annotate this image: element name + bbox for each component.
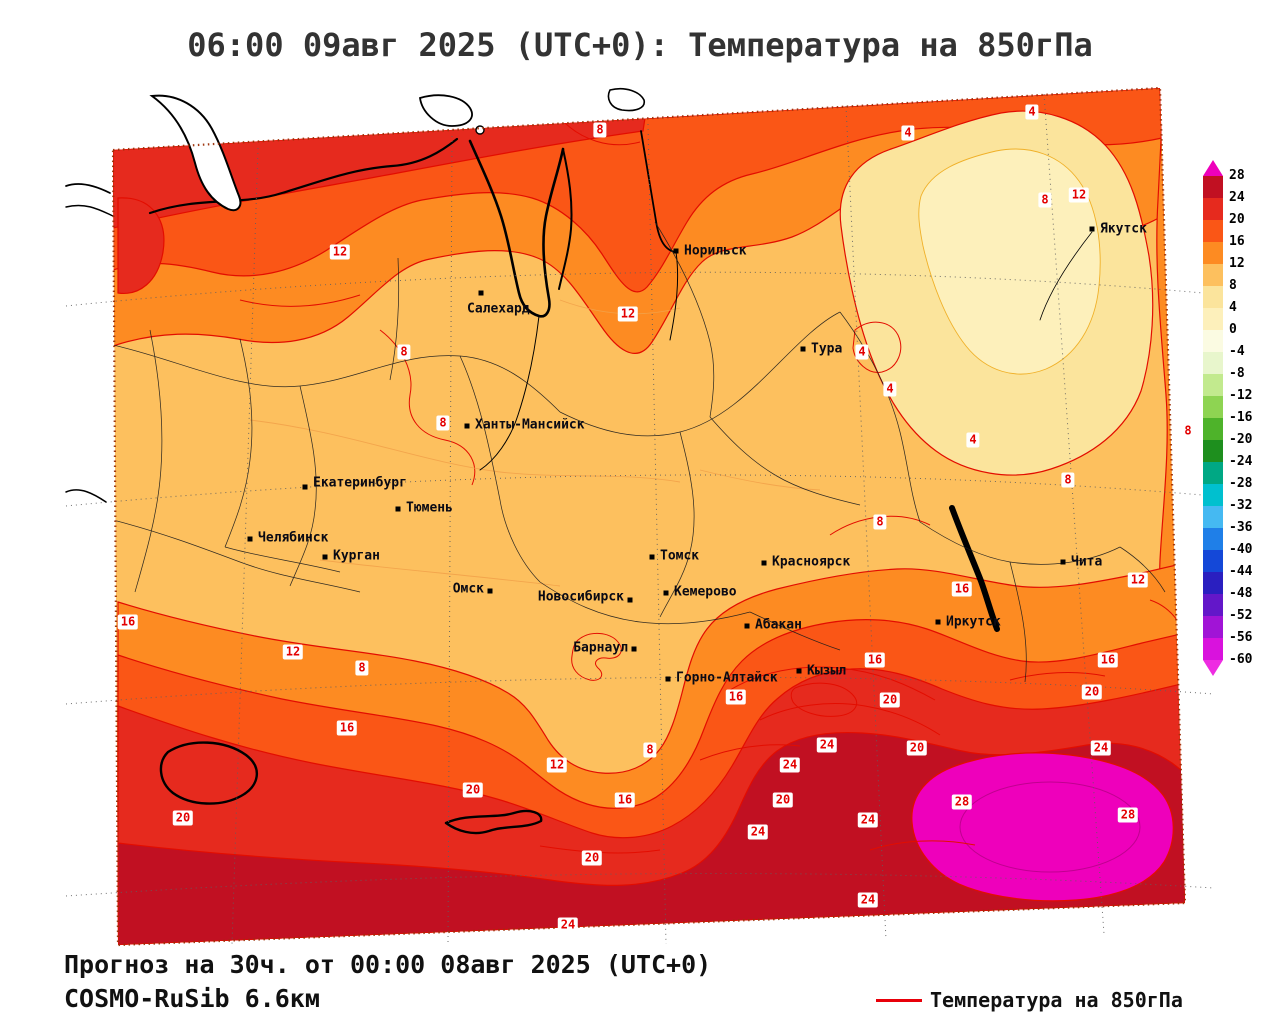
legend: Температура на 850гПа xyxy=(876,988,1183,1012)
colorbar-label: -4 xyxy=(1229,344,1245,359)
colorbar-label: -52 xyxy=(1229,608,1253,623)
colorbar-label: 8 xyxy=(1229,278,1237,293)
colorbar-triangle-bottom xyxy=(1203,660,1223,676)
forecast-info: Прогноз на 30ч. от 00:00 08авг 2025 (UTC… xyxy=(64,950,712,979)
colorbar-label: -48 xyxy=(1229,586,1253,601)
colorbar-segment xyxy=(1203,242,1223,264)
colorbar-label: 0 xyxy=(1229,322,1237,337)
colorbar-label: -44 xyxy=(1229,564,1253,579)
colorbar-segment xyxy=(1203,528,1223,550)
colorbar-segment xyxy=(1203,506,1223,528)
colorbar-segment xyxy=(1203,638,1223,660)
legend-line-sample xyxy=(876,998,922,1002)
colorbar-segment xyxy=(1203,220,1223,242)
colorbar-segment xyxy=(1203,572,1223,594)
colorbar-label: -28 xyxy=(1229,476,1253,491)
colorbar-label: -60 xyxy=(1229,652,1253,667)
colorbar-label: 28 xyxy=(1229,168,1245,183)
model-info: COSMO-RuSib 6.6км xyxy=(64,984,320,1013)
colorbar-segment xyxy=(1203,462,1223,484)
legend-label: Температура на 850гПа xyxy=(930,988,1183,1012)
colorbar-label: 4 xyxy=(1229,300,1237,315)
colorbar-label: -8 xyxy=(1229,366,1245,381)
colorbar-segment xyxy=(1203,176,1223,198)
colorbar-label: 16 xyxy=(1229,234,1245,249)
colorbar-segment xyxy=(1203,374,1223,396)
colorbar-label: -40 xyxy=(1229,542,1253,557)
colorbar-label: -56 xyxy=(1229,630,1253,645)
colorbar-segment xyxy=(1203,484,1223,506)
map-title: 06:00 09авг 2025 (UTC+0): Температура на… xyxy=(187,26,1093,64)
colorbar-triangle-top xyxy=(1203,160,1223,176)
colorbar-segment xyxy=(1203,594,1223,616)
colorbar-segment xyxy=(1203,396,1223,418)
colorbar-segment xyxy=(1203,330,1223,352)
colorbar-labels: 28 24 20 16 12 8 4 0 -4 -8 -12 -16 -20 -24 -28 -32 -36 -4… xyxy=(1229,168,1273,676)
colorbar-segment xyxy=(1203,616,1223,638)
temperature-colorbar xyxy=(1203,160,1223,676)
colorbar-segment xyxy=(1203,418,1223,440)
colorbar-segment xyxy=(1203,198,1223,220)
colorbar-segment xyxy=(1203,308,1223,330)
colorbar-label: 12 xyxy=(1229,256,1245,271)
colorbar-segment xyxy=(1203,286,1223,308)
colorbar-segment xyxy=(1203,440,1223,462)
colorbar-segment xyxy=(1203,352,1223,374)
colorbar-segment xyxy=(1203,550,1223,572)
colorbar-label: 20 xyxy=(1229,212,1245,227)
colorbar-label: 24 xyxy=(1229,190,1245,205)
colorbar-label: -32 xyxy=(1229,498,1253,513)
colorbar-segment xyxy=(1203,264,1223,286)
colorbar-label: -16 xyxy=(1229,410,1253,425)
colorbar-label: -12 xyxy=(1229,388,1253,403)
colorbar-label: -20 xyxy=(1229,432,1253,447)
colorbar-label: -24 xyxy=(1229,454,1253,469)
colorbar-label: -36 xyxy=(1229,520,1253,535)
